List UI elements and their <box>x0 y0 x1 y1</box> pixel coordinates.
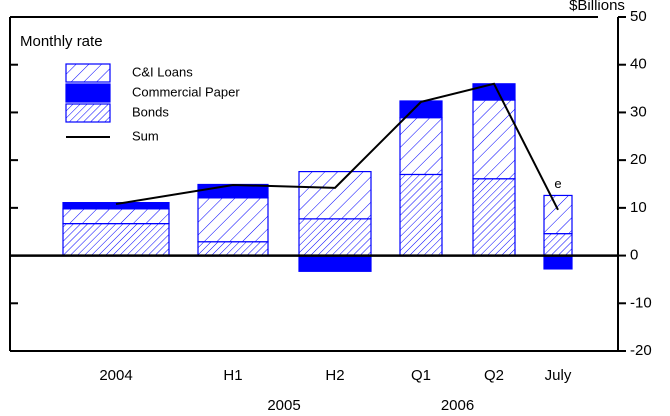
x-tick-label: July <box>545 367 572 384</box>
legend-label: Sum <box>132 128 159 143</box>
y-axis-label: $Billions <box>569 0 625 14</box>
sum-line <box>115 82 559 211</box>
y-tick-label: 30 <box>630 103 647 120</box>
y-tick-label: -10 <box>630 294 652 311</box>
bar-segment <box>472 83 516 101</box>
y-tick-label: 40 <box>630 56 647 73</box>
bar-segment <box>298 254 372 272</box>
bar-segment <box>298 218 372 257</box>
y-tick-label: 20 <box>630 151 647 168</box>
x-tick-label: Q1 <box>411 367 431 384</box>
y-tick-label: 50 <box>630 8 647 25</box>
bar-segment <box>543 194 573 235</box>
x-group-label: 2005 <box>267 397 300 414</box>
bar-segment <box>399 117 443 176</box>
bar-segment <box>543 233 573 257</box>
bar-segment <box>472 178 516 257</box>
legend-swatch <box>65 63 111 83</box>
bar-segment <box>543 254 573 270</box>
bar-segment <box>62 208 170 225</box>
legend-label: Bonds <box>132 104 169 119</box>
bar-segment <box>62 202 170 210</box>
bar-segment <box>399 173 443 257</box>
bar-segment <box>197 197 269 243</box>
chart-title: Monthly rate <box>20 33 103 50</box>
bar-segment <box>399 100 443 119</box>
legend-label: Commercial Paper <box>132 84 240 99</box>
y-tick-label: -20 <box>630 342 652 359</box>
x-tick-label: Q2 <box>484 367 504 384</box>
legend-swatch <box>65 103 111 123</box>
x-tick-label: 2004 <box>99 367 132 384</box>
x-tick-label: H2 <box>325 367 344 384</box>
x-tick-label: H1 <box>223 367 242 384</box>
bar-segment <box>298 170 372 220</box>
y-tick-label: 10 <box>630 199 647 216</box>
legend-swatch <box>65 83 111 103</box>
legend-label: C&I Loans <box>132 64 193 79</box>
bar-segment <box>62 223 170 257</box>
annotation: e <box>554 176 561 191</box>
bar-segment <box>197 241 269 257</box>
y-tick-label: 0 <box>630 247 638 264</box>
x-group-label: 2006 <box>441 397 474 414</box>
